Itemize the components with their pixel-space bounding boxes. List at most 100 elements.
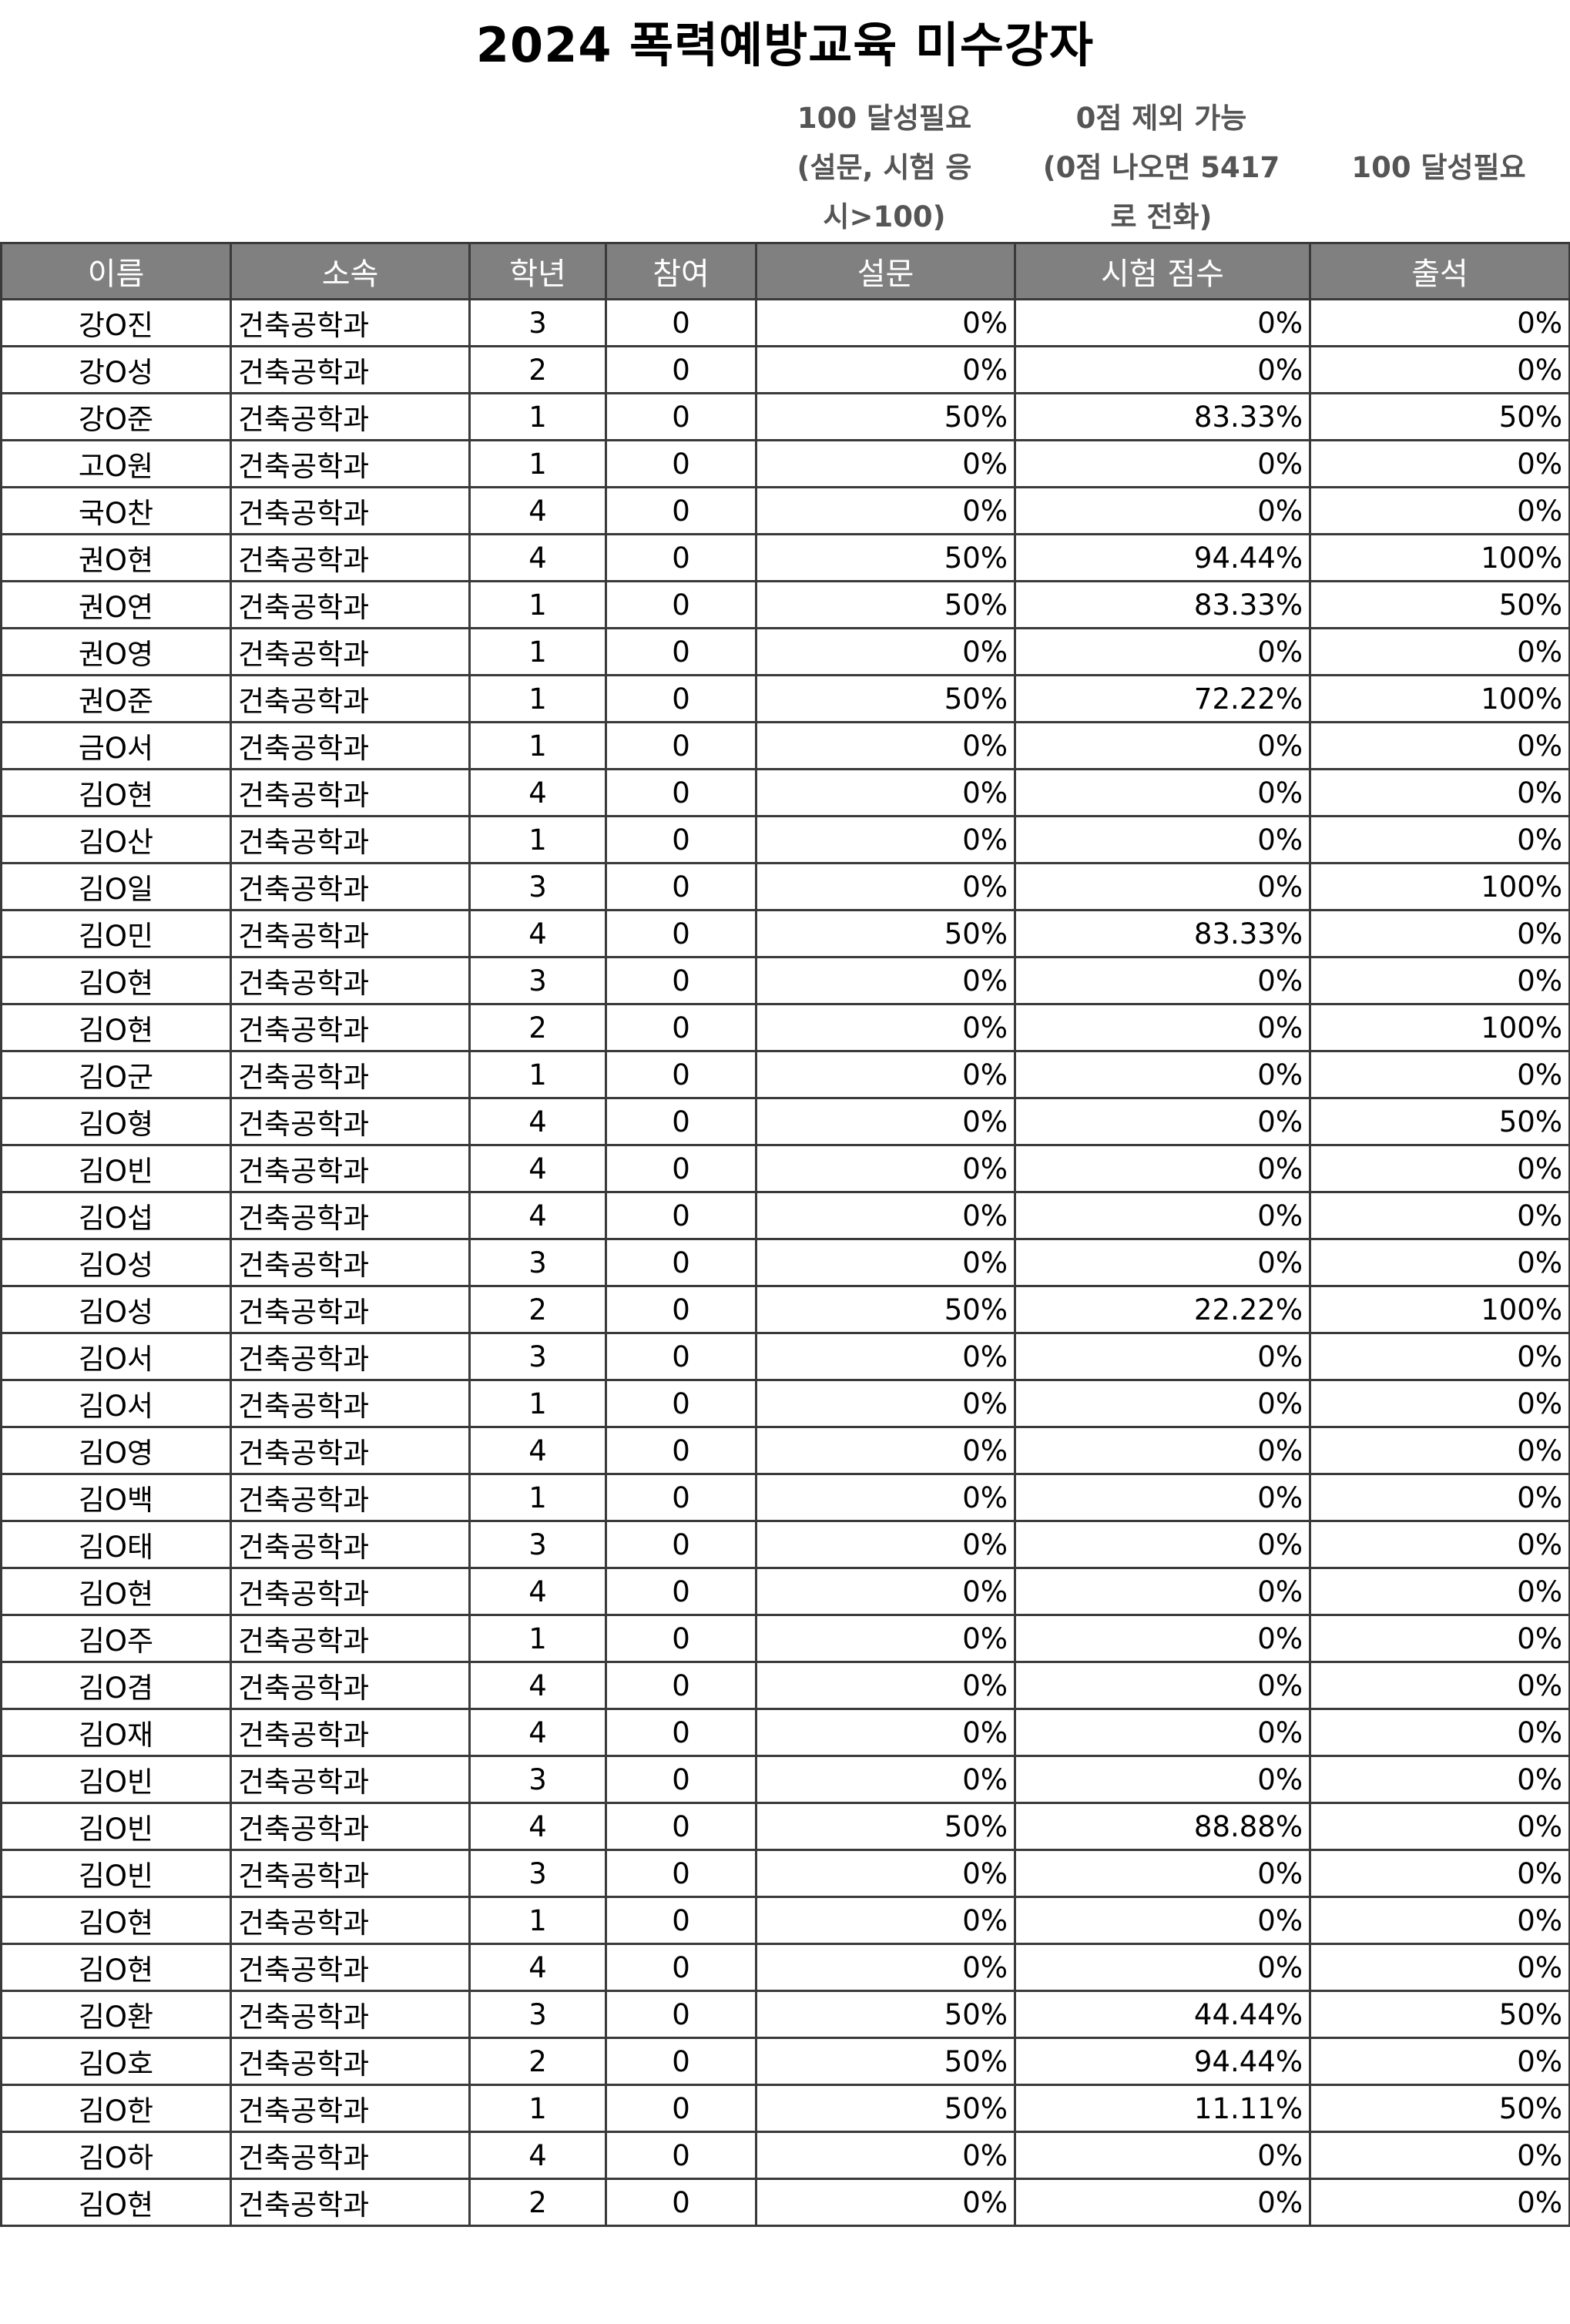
- cell-department: 건축공학과: [230, 1943, 471, 1992]
- cell-name: 김O현: [0, 1003, 232, 1052]
- cell-exam-score: 0%: [1014, 721, 1311, 770]
- table-row: 김O환 건축공학과 3 0 50% 44.44% 50%: [0, 1990, 1570, 2039]
- cell-name: 김O하: [0, 2131, 232, 2180]
- cell-exam-score: 0%: [1014, 345, 1311, 394]
- table-row: 김O서 건축공학과 1 0 0% 0% 0%: [0, 1379, 1570, 1428]
- table-row: 김O태 건축공학과 3 0 0% 0% 0%: [0, 1520, 1570, 1569]
- cell-attendance: 0%: [1309, 2037, 1570, 2086]
- cell-grade: 1: [468, 627, 607, 676]
- cell-survey: 0%: [755, 1520, 1016, 1569]
- cell-participation: 0: [605, 1050, 757, 1099]
- cell-grade: 4: [468, 1708, 607, 1757]
- cell-exam-score: 94.44%: [1014, 2037, 1311, 2086]
- cell-attendance: 0%: [1309, 1802, 1570, 1851]
- cell-name: 김O민: [0, 909, 232, 958]
- cell-survey: 0%: [755, 439, 1016, 488]
- cell-exam-score: 83.33%: [1014, 909, 1311, 958]
- cell-attendance: 100%: [1309, 1003, 1570, 1052]
- table-row: 김O현 건축공학과 4 0 0% 0% 0%: [0, 1943, 1570, 1992]
- cell-exam-score: 83.33%: [1014, 580, 1311, 629]
- table-row: 김O성 건축공학과 2 0 50% 22.22% 100%: [0, 1285, 1570, 1334]
- cell-name: 김O성: [0, 1285, 232, 1334]
- cell-exam-score: 0%: [1014, 1426, 1311, 1475]
- cell-department: 건축공학과: [230, 815, 471, 864]
- cell-participation: 0: [605, 1003, 757, 1052]
- cell-department: 건축공학과: [230, 1144, 471, 1193]
- cell-survey: 0%: [755, 1567, 1016, 1616]
- unfinished-students-table: 이름 소속 학년 참여 설문 시험 점수 출석 강O진 건축공학과 3 0 0% 0% 0%…: [0, 242, 1570, 2227]
- table-row: 강O준 건축공학과 1 0 50% 83.33% 50%: [0, 392, 1570, 441]
- cell-survey: 50%: [755, 2084, 1016, 2133]
- cell-participation: 0: [605, 1285, 757, 1334]
- cell-grade: 1: [468, 1473, 607, 1522]
- cell-survey: 50%: [755, 2037, 1016, 2086]
- cell-exam-score: 0%: [1014, 1708, 1311, 1757]
- cell-survey: 0%: [755, 1755, 1016, 1804]
- cell-participation: 0: [605, 439, 757, 488]
- table-row: 김O민 건축공학과 4 0 50% 83.33% 0%: [0, 909, 1570, 958]
- cell-department: 건축공학과: [230, 1379, 471, 1428]
- cell-exam-score: 22.22%: [1014, 1285, 1311, 1334]
- cell-exam-score: 83.33%: [1014, 392, 1311, 441]
- cell-exam-score: 0%: [1014, 1050, 1311, 1099]
- cell-participation: 0: [605, 2178, 757, 2227]
- cell-survey: 0%: [755, 486, 1016, 535]
- cell-attendance: 0%: [1309, 298, 1570, 347]
- cell-participation: 0: [605, 345, 757, 394]
- cell-exam-score: 0%: [1014, 1755, 1311, 1804]
- cell-participation: 0: [605, 1614, 757, 1663]
- cell-grade: 1: [468, 1614, 607, 1663]
- header-attendance: 출석: [1309, 242, 1570, 300]
- cell-survey: 0%: [755, 1473, 1016, 1522]
- cell-department: 건축공학과: [230, 1896, 471, 1945]
- cell-participation: 0: [605, 580, 757, 629]
- cell-department: 건축공학과: [230, 862, 471, 911]
- cell-exam-score: 0%: [1014, 1567, 1311, 1616]
- cell-name: 김O현: [0, 956, 232, 1005]
- table-row: 김O재 건축공학과 4 0 0% 0% 0%: [0, 1708, 1570, 1757]
- cell-attendance: 0%: [1309, 1379, 1570, 1428]
- cell-attendance: 0%: [1309, 439, 1570, 488]
- cell-grade: 4: [468, 1802, 607, 1851]
- cell-attendance: 50%: [1309, 1097, 1570, 1146]
- cell-exam-score: 0%: [1014, 1943, 1311, 1992]
- cell-department: 건축공학과: [230, 2178, 471, 2227]
- cell-attendance: 0%: [1309, 1473, 1570, 1522]
- cell-name: 김O산: [0, 815, 232, 864]
- cell-grade: 1: [468, 392, 607, 441]
- note-line: 로 전화): [1110, 200, 1213, 233]
- cell-name: 금O서: [0, 721, 232, 770]
- table-row: 김O주 건축공학과 1 0 0% 0% 0%: [0, 1614, 1570, 1663]
- table-row: 김O일 건축공학과 3 0 0% 0% 100%: [0, 862, 1570, 911]
- cell-department: 건축공학과: [230, 768, 471, 817]
- cell-exam-score: 0%: [1014, 1144, 1311, 1193]
- cell-department: 건축공학과: [230, 2037, 471, 2086]
- cell-exam-score: 0%: [1014, 1238, 1311, 1287]
- cell-attendance: 100%: [1309, 674, 1570, 723]
- cell-exam-score: 0%: [1014, 439, 1311, 488]
- cell-participation: 0: [605, 1802, 757, 1851]
- cell-department: 건축공학과: [230, 533, 471, 582]
- header-grade: 학년: [468, 242, 607, 300]
- cell-participation: 0: [605, 1755, 757, 1804]
- cell-attendance: 0%: [1309, 2178, 1570, 2227]
- cell-survey: 0%: [755, 768, 1016, 817]
- cell-exam-score: 0%: [1014, 298, 1311, 347]
- cell-grade: 4: [468, 1097, 607, 1146]
- cell-attendance: 0%: [1309, 1849, 1570, 1898]
- cell-name: 김O호: [0, 2037, 232, 2086]
- cell-department: 건축공학과: [230, 1755, 471, 1804]
- cell-department: 건축공학과: [230, 1567, 471, 1616]
- cell-name: 김O빈: [0, 1802, 232, 1851]
- cell-department: 건축공학과: [230, 2131, 471, 2180]
- note-line: [1309, 94, 1568, 143]
- cell-attendance: 50%: [1309, 2084, 1570, 2133]
- table-row: 김O서 건축공학과 3 0 0% 0% 0%: [0, 1332, 1570, 1381]
- cell-attendance: 50%: [1309, 580, 1570, 629]
- cell-survey: 0%: [755, 956, 1016, 1005]
- cell-department: 건축공학과: [230, 721, 471, 770]
- table-row: 김O형 건축공학과 4 0 0% 0% 50%: [0, 1097, 1570, 1146]
- cell-participation: 0: [605, 1473, 757, 1522]
- cell-department: 건축공학과: [230, 486, 471, 535]
- cell-survey: 0%: [755, 298, 1016, 347]
